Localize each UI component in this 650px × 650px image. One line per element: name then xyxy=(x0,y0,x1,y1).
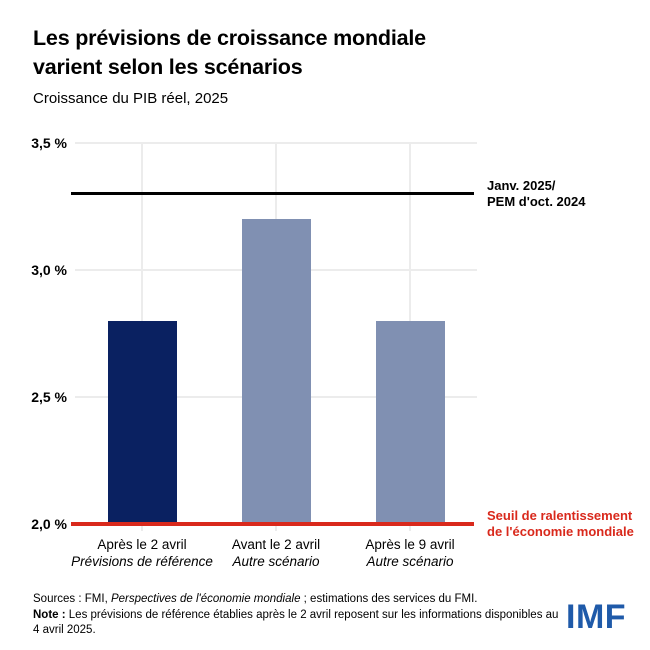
bar xyxy=(107,320,177,524)
plot-area: 3,5 % 3,0 % 2,5 % 2,0 % Après le 2 avril Prév… xyxy=(31,135,634,569)
chart-title: Les prévisions de croissance mondiale va… xyxy=(33,24,593,82)
reference-line-label-line1: Janv. 2025/ xyxy=(487,177,556,193)
reference-line-label-line1: Seuil de ralentissement xyxy=(487,508,633,523)
y-tick-label: 3,0 % xyxy=(31,262,67,278)
chart-title-line2: varient selon les scénarios xyxy=(33,55,303,79)
reference-line xyxy=(71,192,474,196)
reference-line-label: Seuil de ralentissement de l'économie mon… xyxy=(487,508,650,540)
sources-text: Sources : FMI, xyxy=(33,593,111,605)
reference-line-label: Janv. 2025/PEM d'oct. 2024 xyxy=(487,178,650,210)
x-category-line1: Après le 9 avril xyxy=(365,537,455,552)
reference-line-label-line2: de l'économie mondiale xyxy=(487,524,634,539)
bar xyxy=(375,320,445,524)
chart-subtitle: Croissance du PIB réel, 2025 xyxy=(33,90,229,107)
reference-line xyxy=(71,522,474,526)
y-tick-label: 2,5 % xyxy=(31,389,67,405)
x-category-line2: Autre scénario xyxy=(232,554,320,569)
x-category-line1: Après le 2 avril xyxy=(97,537,187,552)
sources-suffix: ; estimations des services du FMI. xyxy=(300,593,478,605)
sources-publication: Perspectives de l'économie mondiale xyxy=(110,593,301,605)
footer-notes: Sources : FMI, Perspectives de l'économi… xyxy=(33,592,568,639)
bar xyxy=(241,219,311,524)
x-category-line2: Prévisions de référence xyxy=(71,554,213,569)
x-category-line1: Avant le 2 avril xyxy=(231,537,321,552)
note-text: Les prévisions de référence établies apr… xyxy=(33,608,559,637)
imf-logo: IMF xyxy=(566,598,627,636)
note-label: Note : xyxy=(33,608,66,621)
x-category-label: Après le 2 avril Prévisions de référence xyxy=(52,536,232,570)
y-tick-label: 3,5 % xyxy=(31,135,67,151)
chart-title-line1: Les prévisions de croissance mondiale xyxy=(33,26,426,50)
reference-line-label-line2: PEM d'oct. 2024 xyxy=(487,193,586,209)
x-category-label: Avant le 2 avril Autre scénario xyxy=(186,536,366,570)
x-category-label: Après le 9 avril Autre scénario xyxy=(320,536,500,570)
y-tick-label: 2,0 % xyxy=(31,516,67,532)
x-category-line2: Autre scénario xyxy=(366,554,454,569)
